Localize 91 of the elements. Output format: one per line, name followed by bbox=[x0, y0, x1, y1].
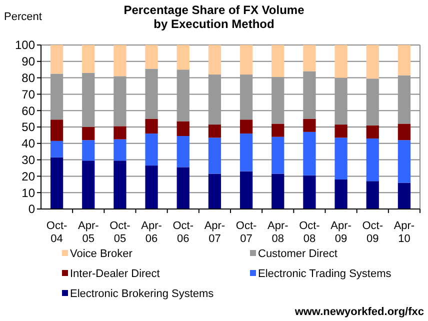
y-tick-label: 80 bbox=[22, 71, 36, 85]
bar bbox=[176, 45, 190, 70]
bar bbox=[334, 124, 348, 138]
chart-title: Percentage Share of FX Volume by Execution Method bbox=[124, 3, 305, 31]
bar bbox=[303, 132, 316, 176]
bar bbox=[366, 125, 379, 138]
bar bbox=[398, 140, 411, 183]
x-tick-label: Apr-06 bbox=[141, 220, 162, 245]
bar bbox=[145, 166, 158, 209]
x-tick-label: Oct-04 bbox=[46, 220, 68, 245]
bar bbox=[272, 45, 284, 77]
y-tick-label: 0 bbox=[28, 202, 36, 216]
bar bbox=[303, 118, 316, 132]
bar bbox=[145, 134, 158, 166]
y-axis-title: Percent bbox=[4, 11, 42, 23]
x-tick-label: Apr-10 bbox=[394, 220, 415, 245]
bar bbox=[240, 74, 253, 120]
bar bbox=[272, 124, 284, 137]
y-tick-label: 20 bbox=[22, 169, 36, 184]
bar bbox=[334, 78, 348, 125]
bar bbox=[50, 74, 64, 120]
legend-label: Customer Direct bbox=[258, 248, 338, 260]
bar bbox=[208, 45, 222, 75]
bar bbox=[208, 174, 222, 209]
bar bbox=[114, 45, 126, 76]
bar bbox=[240, 171, 253, 209]
bar bbox=[334, 45, 348, 78]
bar bbox=[398, 75, 411, 124]
bar bbox=[145, 68, 158, 119]
bar bbox=[303, 45, 316, 72]
bar bbox=[176, 167, 190, 209]
y-tick-label: 60 bbox=[22, 104, 36, 118]
bar bbox=[366, 78, 379, 126]
y-tick-label: 50 bbox=[22, 120, 36, 134]
y-tick-label: 40 bbox=[22, 136, 36, 151]
bar bbox=[50, 45, 64, 74]
x-tick-label: Apr-08 bbox=[267, 220, 289, 245]
bar bbox=[366, 45, 379, 79]
bar bbox=[272, 136, 284, 174]
bar bbox=[366, 138, 379, 182]
legend-label: Electronic Brokering Systems bbox=[70, 288, 214, 300]
bar bbox=[176, 136, 190, 168]
y-tick-label: 30 bbox=[22, 153, 36, 167]
bar bbox=[82, 127, 95, 140]
x-tick-label: Apr-05 bbox=[78, 220, 100, 245]
x-tick-label: Oct-07 bbox=[236, 220, 258, 245]
bar bbox=[145, 118, 158, 134]
bar bbox=[303, 71, 316, 119]
y-tick-label: 70 bbox=[22, 87, 36, 102]
bar bbox=[82, 160, 95, 209]
bar bbox=[145, 45, 158, 69]
bar bbox=[114, 126, 126, 140]
bar bbox=[334, 138, 348, 180]
bar bbox=[114, 160, 126, 209]
x-tick-label: Oct-05 bbox=[110, 220, 131, 245]
x-tick-label: Oct-08 bbox=[299, 220, 320, 245]
bar bbox=[240, 45, 253, 75]
bar bbox=[50, 120, 64, 141]
legend-label: Inter-Dealer Direct bbox=[70, 268, 160, 280]
x-tick-label: Oct-06 bbox=[172, 220, 194, 245]
bar bbox=[303, 175, 316, 209]
x-tick-label: Apr-09 bbox=[330, 220, 352, 245]
bar bbox=[272, 76, 284, 124]
text: www.newyorkfed.org/fxc bbox=[294, 306, 424, 318]
bar bbox=[114, 76, 126, 126]
bar bbox=[398, 182, 411, 209]
x-tick-label: Apr-07 bbox=[204, 220, 226, 245]
bar bbox=[50, 140, 64, 158]
bar bbox=[398, 45, 411, 76]
y-tick-label: 100 bbox=[14, 38, 36, 52]
bar bbox=[208, 138, 222, 174]
bar bbox=[82, 45, 95, 73]
bar bbox=[208, 124, 222, 138]
bar bbox=[240, 120, 253, 134]
bar bbox=[82, 72, 95, 127]
legend-label: Voice Broker bbox=[70, 248, 133, 260]
bar bbox=[82, 140, 95, 161]
bar bbox=[176, 70, 190, 122]
legend-label: Electronic Trading Systems bbox=[258, 268, 392, 280]
bar bbox=[240, 134, 253, 172]
y-tick-label: 90 bbox=[22, 54, 36, 69]
bar bbox=[398, 124, 411, 140]
x-tick-label: Oct-09 bbox=[362, 220, 384, 245]
y-tick-label: 10 bbox=[22, 186, 36, 200]
bar bbox=[272, 174, 284, 209]
bar bbox=[208, 74, 222, 125]
bar bbox=[114, 139, 126, 161]
bar bbox=[176, 121, 190, 136]
bar bbox=[334, 179, 348, 209]
bar bbox=[50, 157, 64, 209]
bar bbox=[366, 181, 379, 209]
